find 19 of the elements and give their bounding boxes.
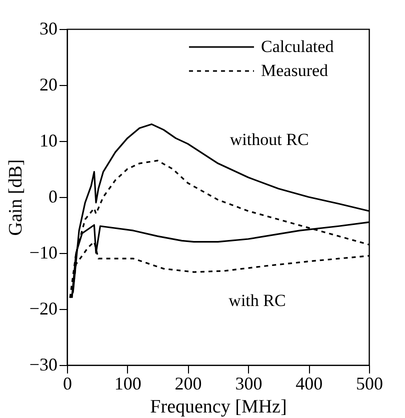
y-tick-label: −30 bbox=[29, 354, 58, 374]
annotation: with RC bbox=[228, 291, 286, 310]
x-tick-label: 400 bbox=[296, 374, 323, 394]
x-axis-title: Frequency [MHz] bbox=[150, 396, 287, 418]
x-tick-label: 300 bbox=[235, 374, 262, 394]
y-tick-label: 30 bbox=[40, 18, 58, 38]
y-tick-label: −20 bbox=[29, 298, 58, 318]
x-tick-label: 100 bbox=[114, 374, 142, 394]
x-tick-label: 500 bbox=[356, 374, 383, 394]
x-tick-label: 200 bbox=[174, 374, 202, 394]
annotation: without RC bbox=[230, 130, 309, 149]
y-tick-label: 10 bbox=[40, 130, 58, 150]
legend-label: Calculated bbox=[261, 37, 334, 56]
y-tick-label: 0 bbox=[48, 186, 58, 206]
legend-label: Measured bbox=[261, 61, 329, 80]
y-tick-label: −10 bbox=[29, 242, 58, 262]
y-tick-label: 20 bbox=[40, 74, 58, 94]
x-tick-label: 0 bbox=[63, 374, 72, 394]
y-axis-title: Gain [dB] bbox=[5, 159, 26, 236]
